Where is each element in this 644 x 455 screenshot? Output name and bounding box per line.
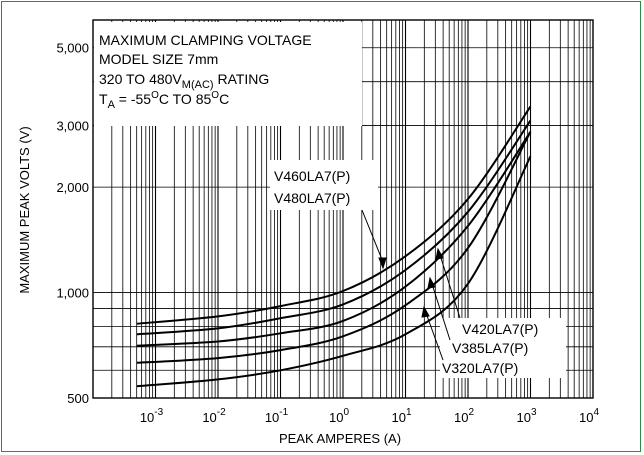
x-tick-label: 10-3 (140, 407, 164, 425)
x-tick-label: 104 (579, 407, 599, 425)
bottom-labels-background (440, 318, 566, 378)
top-series-labels: V460LA7(P) V480LA7(P) (270, 160, 378, 210)
x-tick-base: 10 (579, 410, 593, 425)
pointer-v385-head (427, 276, 436, 289)
x-tick-base: 10 (140, 410, 154, 425)
x-tick-exponent: 0 (343, 407, 349, 418)
temp-deg1: O (151, 90, 159, 101)
series-curves (136, 105, 532, 388)
temp-c-to: C TO 85 (159, 91, 212, 107)
rating-prefix: 320 TO 480V (99, 71, 182, 87)
x-tick-exponent: -1 (279, 407, 288, 418)
pointer-v320-head (421, 305, 430, 318)
label-v460: V460LA7(P) (274, 168, 350, 184)
note-title-line-1: MAXIMUM CLAMPING VOLTAGE (99, 32, 312, 48)
x-tick-base: 10 (265, 410, 279, 425)
pointer-v385 (431, 283, 451, 341)
temp-end: C (219, 91, 229, 107)
pointer-v420-head (435, 247, 444, 260)
x-tick-base: 10 (329, 410, 343, 425)
x-tick-exponent: 4 (593, 407, 599, 418)
pointer-v320 (425, 312, 444, 361)
plot-border (92, 19, 594, 399)
rating-suffix: RATING (214, 71, 270, 87)
y-tick-label: 5,000 (56, 41, 89, 56)
x-tick-label: 10-1 (265, 407, 289, 425)
y-tick-label: 1,000 (56, 286, 89, 301)
y-axis-label: MAXIMUM PEAK VOLTS (V) (17, 126, 32, 293)
temp-mid: = -55 (115, 91, 151, 107)
label-v385: V385LA7(P) (452, 340, 528, 356)
x-tick-label: 103 (516, 407, 536, 425)
x-tick-exponent: 3 (531, 407, 537, 418)
top-labels-background (270, 160, 378, 210)
note-temperature: TA = -55OC TO 85OC (99, 90, 229, 111)
note-background (94, 22, 362, 126)
y-tick-label: 3,000 (56, 118, 89, 133)
series-line-v460la7p (136, 119, 532, 336)
series-line-v320la7p (136, 155, 532, 388)
x-tick-exponent: -3 (154, 407, 163, 418)
x-tick-exponent: 2 (468, 407, 474, 418)
note-title-line-2: MODEL SIZE 7mm (99, 51, 218, 67)
y-tick-labels: 500 1,000 2,000 3,000 5,000 (56, 41, 89, 406)
series-line-v385la7p (136, 131, 532, 364)
x-tick-exponent: 1 (406, 407, 412, 418)
x-tick-base: 10 (454, 410, 468, 425)
x-tick-base: 10 (391, 410, 405, 425)
y-tick-label: 500 (67, 391, 89, 406)
x-axis-label: PEAK AMPERES (A) (279, 431, 401, 446)
temp-T: T (99, 91, 108, 107)
x-tick-label: 100 (329, 407, 349, 425)
conditions-note: MAXIMUM CLAMPING VOLTAGE MODEL SIZE 7mm … (94, 22, 362, 126)
x-tick-base: 10 (516, 410, 530, 425)
bottom-series-labels: V420LA7(P) V385LA7(P) V320LA7(P) (440, 318, 566, 378)
series-line-v480la7p (136, 105, 532, 325)
series-line-v420la7p (136, 131, 532, 347)
x-tick-label: 10-2 (202, 407, 226, 425)
x-tick-base: 10 (202, 410, 216, 425)
label-pointers (361, 209, 461, 361)
x-tick-labels: 10-3 10-2 10-1 100 101 102 103 104 (140, 407, 600, 425)
label-v420: V420LA7(P) (462, 321, 538, 337)
x-tick-label: 101 (391, 407, 411, 425)
y-tick-label: 2,000 (56, 180, 89, 195)
temp-deg2: O (211, 90, 219, 101)
label-v480: V480LA7(P) (274, 190, 350, 206)
x-tick-exponent: -2 (217, 407, 226, 418)
x-tick-label: 102 (454, 407, 474, 425)
rating-subscript: M(AC) (182, 79, 214, 91)
note-rating: 320 TO 480VM(AC) RATING (99, 71, 269, 91)
pointer-v460 (361, 209, 384, 263)
label-v320: V320LA7(P) (442, 360, 518, 376)
pointer-v420 (439, 254, 461, 319)
pointer-v460-head (378, 257, 387, 270)
temp-sub: A (108, 99, 116, 111)
